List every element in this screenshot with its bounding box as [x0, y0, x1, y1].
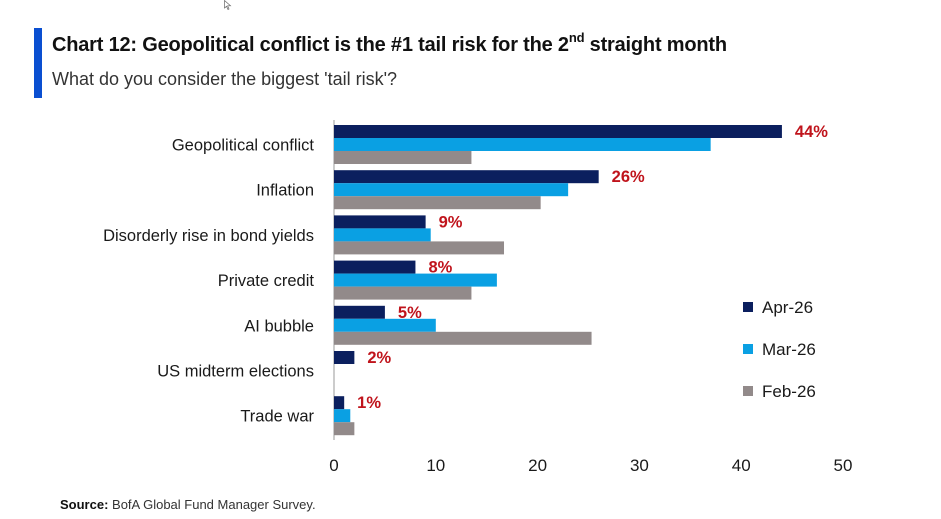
bar — [334, 286, 472, 300]
mouse-cursor-icon — [224, 0, 232, 10]
bar — [334, 422, 355, 436]
title-accent-bar — [34, 28, 42, 98]
data-label: 8% — [428, 259, 452, 277]
data-label: 5% — [398, 304, 422, 322]
data-label: 1% — [357, 394, 381, 412]
category-label: US midterm elections — [157, 363, 314, 381]
source-text: BofA Global Fund Manager Survey. — [108, 497, 316, 512]
source-note: Source: BofA Global Fund Manager Survey. — [60, 497, 316, 512]
x-tick-label: 0 — [329, 456, 338, 475]
legend-entry: Mar-26 — [762, 340, 816, 359]
category-label: Inflation — [256, 182, 314, 200]
bar — [334, 183, 569, 197]
bar — [334, 351, 355, 364]
chart-title-superscript: nd — [568, 30, 585, 45]
chart-title-end: straight month — [584, 34, 727, 56]
x-tick-label: 30 — [630, 456, 649, 475]
bar — [334, 125, 782, 138]
chart-title: Chart 12: Geopolitical conflict is the #… — [52, 31, 727, 57]
bar — [334, 196, 541, 210]
legend-swatch — [743, 344, 753, 354]
bar — [334, 409, 351, 423]
bar — [334, 396, 345, 410]
data-label: 26% — [612, 168, 645, 186]
data-label: 44% — [795, 123, 828, 141]
data-label: 2% — [367, 349, 391, 367]
category-label: Trade war — [240, 408, 314, 426]
legend-swatch — [743, 386, 753, 396]
x-tick-label: 50 — [834, 456, 853, 475]
bar — [334, 241, 505, 255]
bar — [334, 228, 431, 242]
chart-title-main: Chart 12: Geopolitical conflict is the #… — [52, 34, 569, 56]
chart-subtitle: What do you consider the biggest 'tail r… — [52, 69, 398, 89]
data-label: 9% — [439, 213, 463, 231]
category-label: Geopolitical conflict — [172, 137, 315, 155]
category-label: Disorderly rise in bond yields — [103, 227, 314, 245]
legend-entry: Feb-26 — [762, 382, 816, 401]
x-tick-label: 10 — [426, 456, 445, 475]
bar — [334, 151, 472, 164]
x-tick-label: 40 — [732, 456, 751, 475]
category-label: AI bubble — [244, 317, 314, 335]
bar — [334, 215, 426, 229]
category-label: Private credit — [218, 272, 315, 290]
bar — [334, 170, 599, 184]
x-tick-label: 20 — [528, 456, 547, 475]
bar — [334, 138, 711, 151]
bar — [334, 318, 436, 332]
legend-swatch — [743, 302, 753, 312]
source-label: Source: — [60, 497, 109, 512]
bar — [334, 331, 592, 345]
bar — [334, 273, 497, 287]
legend-entry: Apr-26 — [762, 298, 813, 317]
bar — [334, 260, 416, 274]
bar — [334, 305, 385, 319]
